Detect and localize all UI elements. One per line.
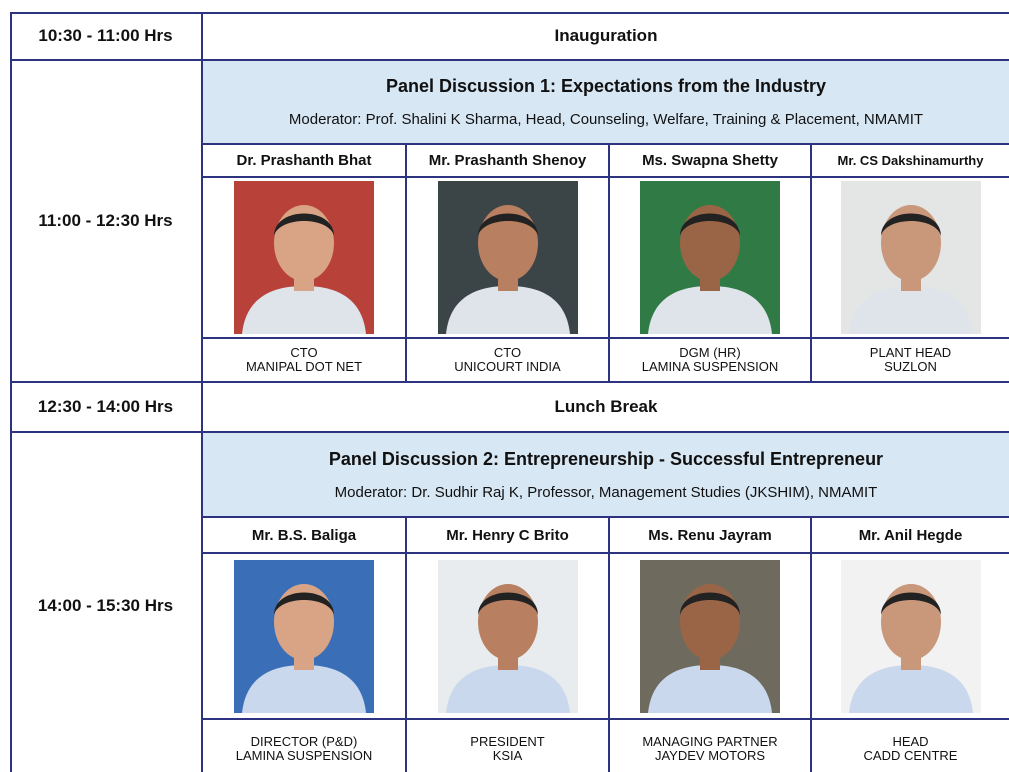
panel-header: Panel Discussion 2: Entrepreneurship - S… [203,433,1009,518]
panel-title: Panel Discussion 1: Expectations from th… [385,76,827,96]
panelist-role: PRESIDENT [470,734,545,749]
role-cell: PLANT HEAD SUZLON [812,339,1009,383]
panelist-name: Mr. B.S. Baliga [251,526,357,544]
panelist-name-cell: Ms. Swapna Shetty [610,145,812,178]
panelist-name: Mr. Henry C Brito [446,526,569,544]
panelist-role: SUZLON [884,359,937,374]
time-label: 12:30 - 14:00 Hrs [37,397,174,416]
panelist-name-cell: Mr. Prashanth Shenoy [407,145,610,178]
panelist-role: PLANT HEAD [869,345,952,360]
panelist-role: CADD CENTRE [863,748,958,763]
time-cell: 10:30 - 11:00 Hrs [10,12,203,61]
panel-title: Panel Discussion 2: Entrepreneurship - S… [328,448,884,469]
panelist-role: DIRECTOR (P&D) [250,734,358,749]
event-label: Lunch Break [554,397,658,416]
panel-moderator: Moderator: Prof. Shalini K Sharma, Head,… [288,111,924,128]
panel-moderator: Moderator: Dr. Sudhir Raj K, Professor, … [334,483,878,501]
photo-cell [610,178,812,339]
time-cell: 12:30 - 14:00 Hrs [10,383,203,433]
photo-cell [812,178,1009,339]
panelist-role: UNICOURT INDIA [454,359,561,374]
role-cell: CTO UNICOURT INDIA [407,339,610,383]
photo-cell [203,554,407,720]
panelist-photo [840,559,981,713]
time-cell: 11:00 - 12:30 Hrs [10,61,203,383]
panelist-photo [640,181,780,334]
event-cell: Inauguration [203,12,1009,61]
time-label: 10:30 - 11:00 Hrs [38,25,173,45]
panelist-role: HEAD [892,734,929,749]
panelist-name-cell: Dr. Prashanth Bhat [203,145,407,178]
role-cell: MANAGING PARTNER JAYDEV MOTORS [610,720,812,772]
panelist-role: LAMINA SUSPENSION [235,748,373,763]
panelist-name-cell: Ms. Renu Jayram [610,518,812,554]
table-frame [10,12,1009,772]
panelist-name: Mr. CS Dakshinamurthy [837,153,984,168]
panelist-role: CTO [493,345,522,360]
panelist-role: DGM (HR) [679,345,741,360]
event-label: Inauguration [554,25,658,45]
role-cell: DIRECTOR (P&D) LAMINA SUSPENSION [203,720,407,772]
panelist-name-cell: Mr. Henry C Brito [407,518,610,554]
panelist-name: Mr. Anil Hegde [858,526,963,544]
role-cell: CTO MANIPAL DOT NET [203,339,407,383]
panelist-photo [234,181,374,334]
photo-cell [407,178,610,339]
panelist-name-cell: Mr. Anil Hegde [812,518,1009,554]
panelist-photo [640,559,780,713]
photo-cell [812,554,1009,720]
panelist-name-cell: Mr. CS Dakshinamurthy [812,145,1009,178]
panelist-role: JAYDEV MOTORS [654,748,766,763]
panelist-photo [437,181,578,334]
time-label: 14:00 - 15:30 Hrs [37,595,174,615]
panelist-role: MANAGING PARTNER [642,734,778,749]
time-cell: 14:00 - 15:30 Hrs [10,433,203,772]
panelist-name: Ms. Swapna Shetty [642,152,778,169]
role-cell: PRESIDENT KSIA [407,720,610,772]
panelist-name: Mr. Prashanth Shenoy [428,152,587,169]
time-label: 11:00 - 12:30 Hrs [38,211,173,230]
event-cell: Lunch Break [203,383,1009,433]
photo-cell [610,554,812,720]
panelist-name: Dr. Prashanth Bhat [236,152,372,169]
panelist-role: MANIPAL DOT NET [245,359,363,374]
panelist-name: Ms. Renu Jayram [648,526,772,544]
panelist-photo [437,559,578,713]
photo-cell [203,178,407,339]
panelist-name-cell: Mr. B.S. Baliga [203,518,407,554]
panelist-photo [840,181,981,334]
panelist-role: KSIA [492,748,523,763]
photo-cell [407,554,610,720]
panel-header: Panel Discussion 1: Expectations from th… [203,61,1009,145]
panelist-photo [234,559,374,713]
panelist-role: CTO [290,345,318,360]
role-cell: DGM (HR) LAMINA SUSPENSION [610,339,812,383]
role-cell: HEAD CADD CENTRE [812,720,1009,772]
panelist-role: LAMINA SUSPENSION [641,359,779,374]
